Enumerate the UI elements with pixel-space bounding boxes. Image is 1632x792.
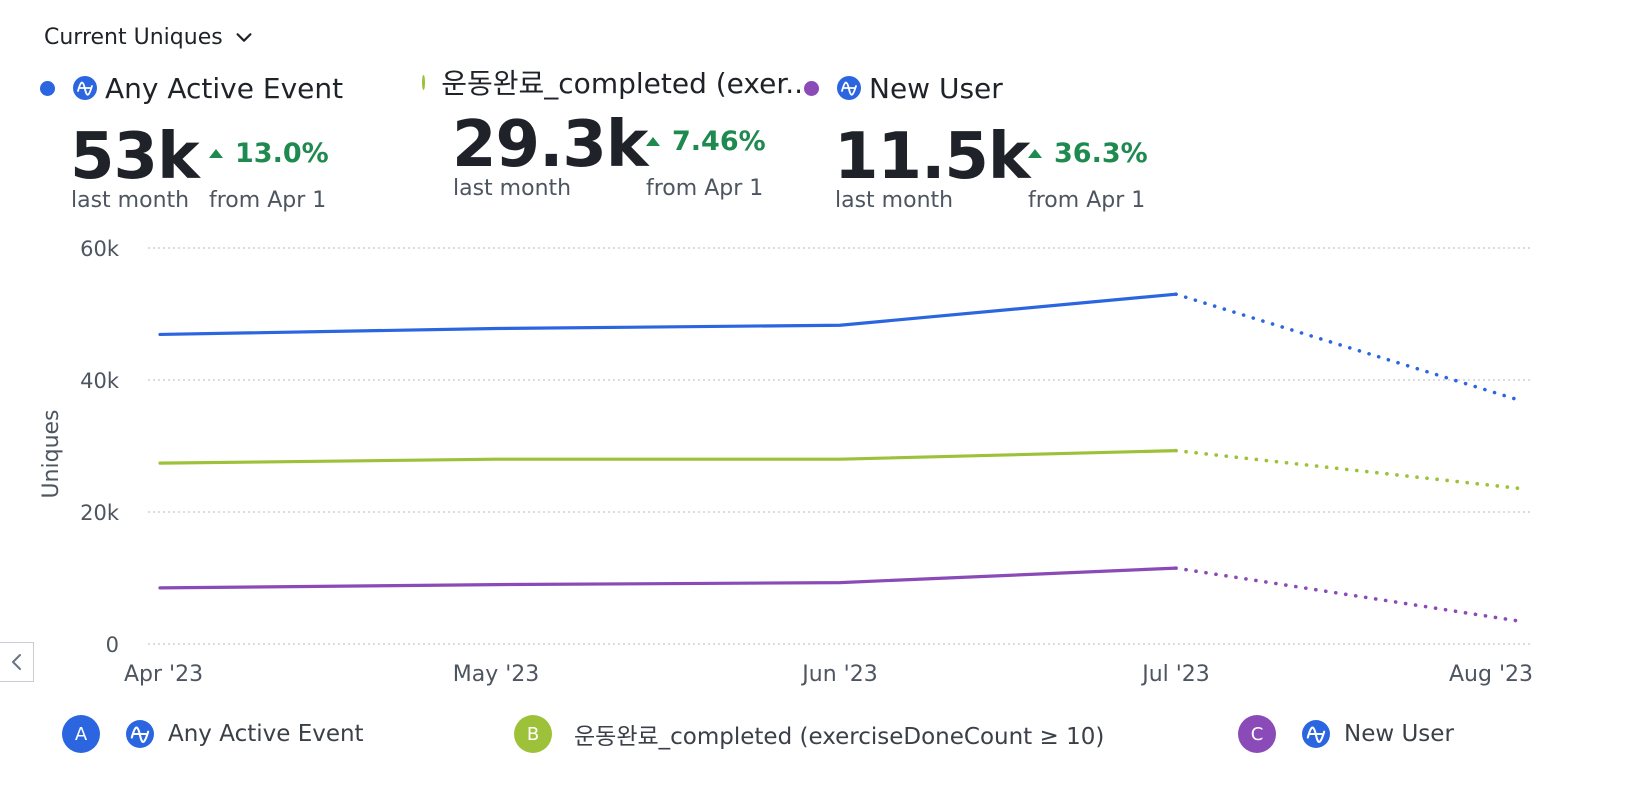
x-axis-ticks: Apr '23 May '23 Jun '23 Jul '23 Aug '23 [124,662,1533,687]
y-axis-ticks: 0 20k 40k 60k [80,237,120,657]
chevron-down-icon [236,33,252,42]
series-badge: C [1238,715,1276,753]
amplitude-logo-icon [1302,720,1330,748]
chart-series [158,292,1520,623]
kpi-card-b: 운동완료_completed (exer... 29.3k last month… [422,62,812,222]
legend-label: Any Active Event [168,721,364,747]
y-tick-label: 60k [80,237,120,261]
kpi-value: 53k [70,120,200,194]
kpi-delta-value: 13.0% [235,138,329,169]
series-color-dot [40,80,55,96]
kpi-delta-from: from Apr 1 [646,176,764,201]
kpi-card-c: New User 11.5k last month 36.3% from Apr… [804,68,1184,228]
kpi-delta: 36.3% [1028,138,1148,169]
kpi-period: last month [835,188,954,213]
trend-up-icon [1028,149,1042,158]
y-axis-label: Uniques [39,409,64,498]
x-tick-label: Apr '23 [124,662,203,687]
kpi-series-name: Any Active Event [105,71,344,105]
kpi-delta-value: 7.46% [672,126,766,157]
series-line[interactable] [158,449,1178,465]
kpi-value: 29.3k [452,108,648,182]
metric-dropdown[interactable]: Current Uniques [44,20,255,54]
kpi-delta-value: 36.3% [1054,138,1148,169]
series-line[interactable] [158,292,1178,337]
y-tick-label: 20k [80,501,120,525]
metric-dropdown-label: Current Uniques [44,24,223,50]
legend-item-c[interactable]: C New User [1238,712,1454,756]
x-tick-label: Jul '23 [1140,662,1210,687]
trend-up-icon [646,137,660,146]
series-color-dot [422,74,426,90]
series-line-incomplete[interactable] [1174,448,1520,491]
y-tick-label: 0 [106,633,119,657]
chevron-left-icon [11,654,21,670]
trend-up-icon [209,149,223,158]
kpi-delta-from: from Apr 1 [1028,188,1146,213]
x-tick-label: May '23 [453,662,540,687]
kpi-period: last month [453,176,572,201]
series-line-incomplete[interactable] [1174,292,1520,402]
kpi-period: last month [71,188,190,213]
legend-label: New User [1344,721,1454,747]
kpi-delta: 7.46% [646,126,766,157]
series-badge: A [62,715,100,753]
legend-label: 운동완료_completed (exerciseDoneCount ≥ 10) [574,724,1105,750]
legend-item-b[interactable]: B 운동완료_completed (exerciseDoneCount ≥ 10… [514,712,1104,756]
series-line[interactable] [158,566,1178,590]
kpi-delta-from: from Apr 1 [209,188,327,213]
amplitude-logo-icon [73,76,97,100]
y-tick-label: 40k [80,369,120,393]
collapse-panel-button[interactable] [0,642,34,682]
legend-item-a[interactable]: A Any Active Event [62,712,364,756]
amplitude-logo-icon [126,720,154,748]
kpi-series-name: New User [869,71,1003,105]
kpi-card-a: Any Active Event 53k last month 13.0% fr… [40,68,400,228]
x-tick-label: Jun '23 [800,662,877,687]
chart-gridlines [148,247,1532,645]
kpi-series-name: 운동완료_completed (exer... [441,67,812,100]
kpi-value: 11.5k [834,120,1030,194]
series-color-dot [804,80,819,96]
amplitude-logo-icon [837,76,861,100]
x-tick-label: Aug '23 [1449,662,1533,687]
kpi-delta: 13.0% [209,138,329,169]
series-line-incomplete[interactable] [1174,566,1520,623]
series-badge: B [514,715,552,753]
